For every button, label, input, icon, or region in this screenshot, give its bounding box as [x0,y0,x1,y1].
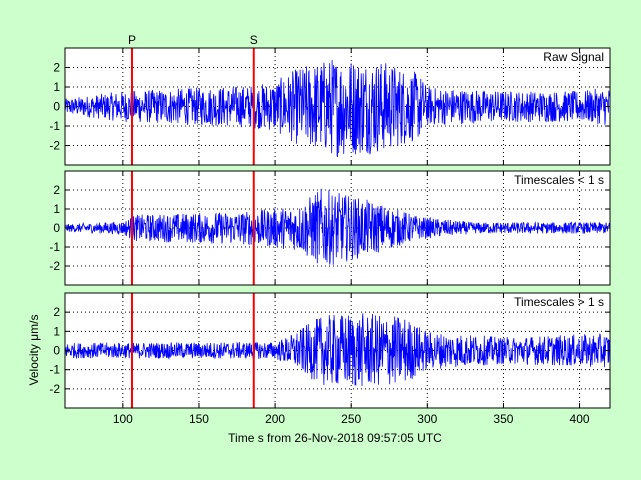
y-tick-label: 1 [53,80,60,94]
y-tick-label: 1 [53,202,60,216]
y-tick-label: -2 [49,139,60,153]
signal-trace [64,59,611,158]
panel-short-timescales: 2 1 0 -1 -2 Timescales < 1 s [49,170,611,286]
y-tick-label: 0 [53,221,60,235]
signal-trace [64,313,611,387]
y-tick-label: -1 [49,119,60,133]
x-tick-label: 150 [189,412,209,426]
y-tick-label: 2 [53,305,60,319]
y-tick-label: 1 [53,324,60,338]
x-tick-label: 400 [570,412,590,426]
panel-raw-signal: 2 1 0 -1 -2 Raw Signal [49,47,611,166]
panel-long-timescales: 2 1 0 -1 -2 Timescales > 1 s [49,292,611,409]
x-tick-label: 250 [341,412,361,426]
phase-label-s: S [250,33,258,47]
panel-title: Timescales < 1 s [514,173,604,187]
x-tick-label: 100 [113,412,133,426]
y-axis-label: Velocity μm/s [27,315,41,386]
y-tick-label: -2 [49,259,60,273]
x-axis-tick-labels: 100 150 200 250 300 350 400 [113,412,590,426]
y-tick-label: -2 [49,382,60,396]
y-tick-label: 2 [53,183,60,197]
y-tick-label: 0 [53,100,60,114]
phase-label-p: P [128,33,136,47]
y-tick-label: 2 [53,61,60,75]
x-tick-label: 300 [417,412,437,426]
x-axis-label: Time s from 26-Nov-2018 09:57:05 UTC [228,431,442,445]
y-tick-label: 0 [53,344,60,358]
panel-title: Raw Signal [543,50,604,64]
y-tick-label: -1 [49,240,60,254]
y-tick-label: -1 [49,363,60,377]
x-tick-label: 200 [265,412,285,426]
panel-title: Timescales > 1 s [514,295,604,309]
x-tick-label: 350 [493,412,513,426]
signal-trace [64,188,611,265]
